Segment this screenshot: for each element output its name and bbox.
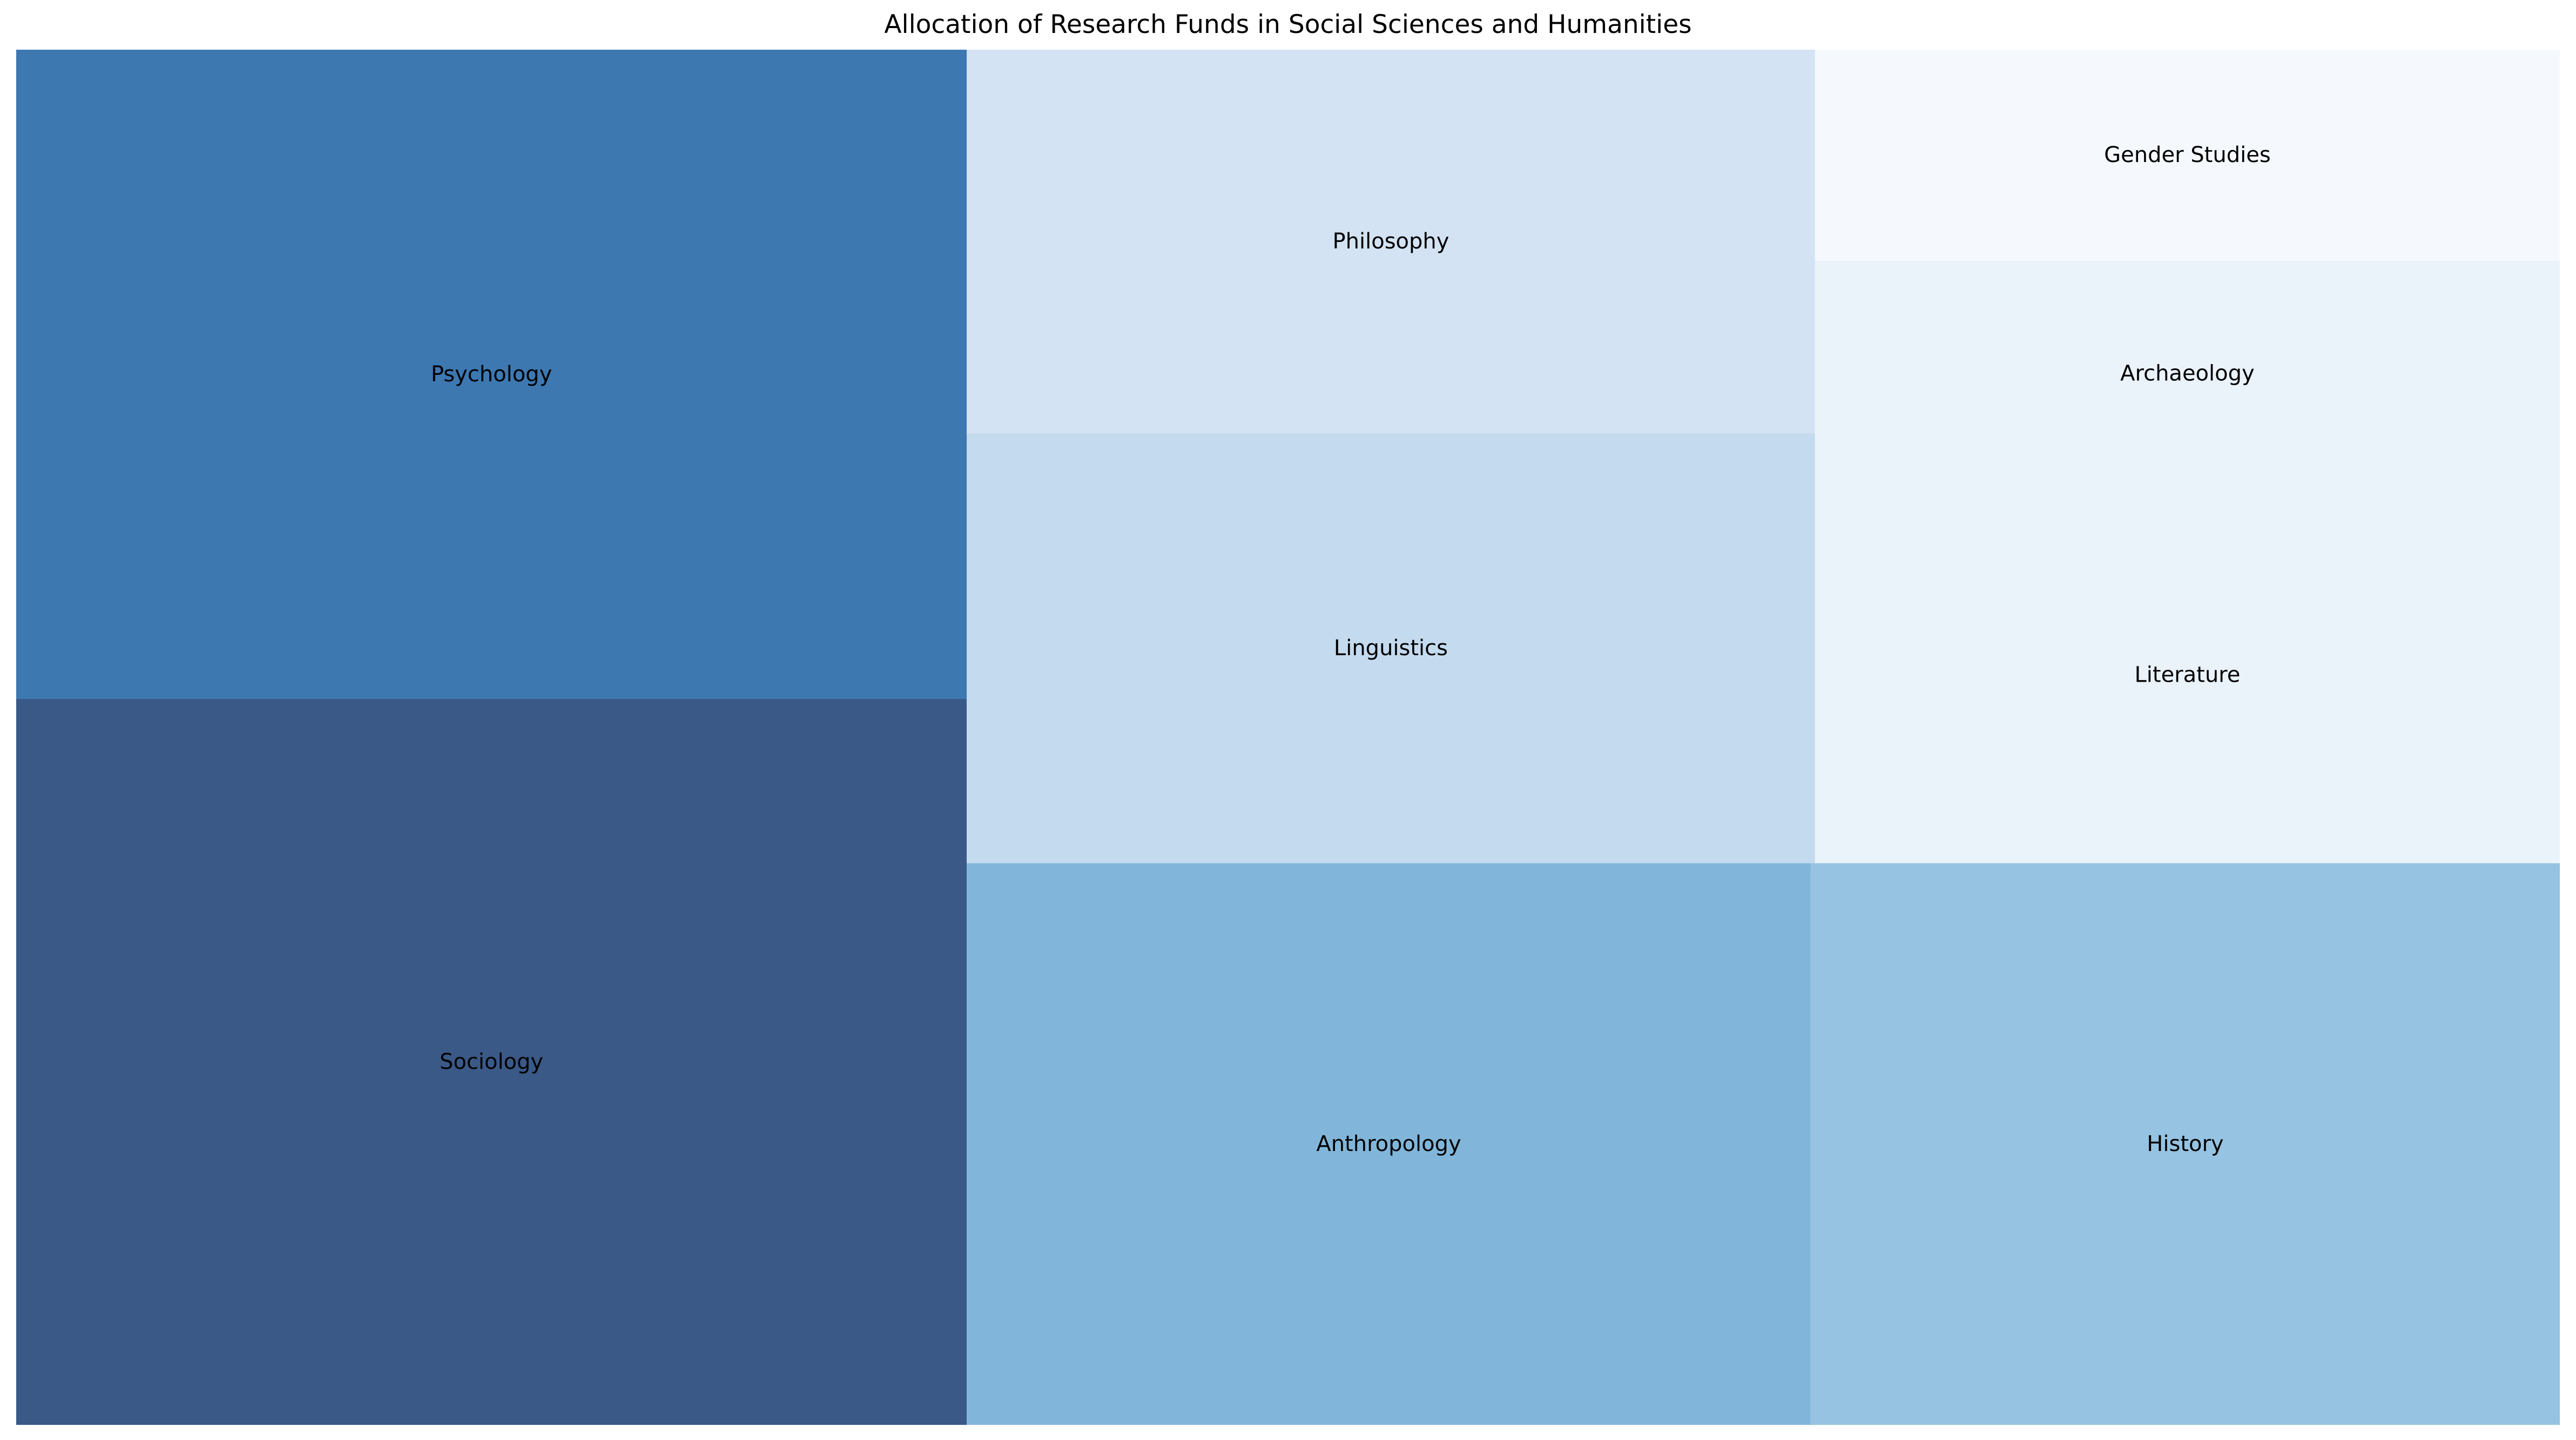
- tile-archaeology: [1815, 260, 2560, 487]
- tile-label-linguistics: Linguistics: [1334, 636, 1448, 661]
- tile-anthropology: [967, 863, 1811, 1425]
- tile-label-literature: Literature: [2134, 662, 2240, 687]
- tile-history: [1810, 863, 2560, 1425]
- tile-psychology: [16, 50, 967, 699]
- tile-linguistics: [967, 433, 1815, 864]
- tile-label-gender-studies: Gender Studies: [2104, 143, 2271, 167]
- tile-philosophy: [967, 50, 1815, 434]
- tile-label-philosophy: Philosophy: [1333, 229, 1449, 254]
- tile-label-sociology: Sociology: [440, 1049, 543, 1074]
- tile-sociology: [16, 698, 967, 1425]
- tile-gender-studies: [1815, 50, 2560, 261]
- tile-label-history: History: [2147, 1132, 2223, 1156]
- tile-label-archaeology: Archaeology: [2120, 361, 2255, 386]
- treemap-tiles: [16, 50, 2560, 1425]
- chart-title: Allocation of Research Funds in Social S…: [884, 10, 1692, 39]
- tile-literature: [1815, 486, 2560, 864]
- tile-label-psychology: Psychology: [431, 362, 552, 387]
- tile-label-anthropology: Anthropology: [1316, 1132, 1461, 1156]
- treemap-labels: Sociology Psychology Anthropology History Li…: [431, 143, 2271, 1156]
